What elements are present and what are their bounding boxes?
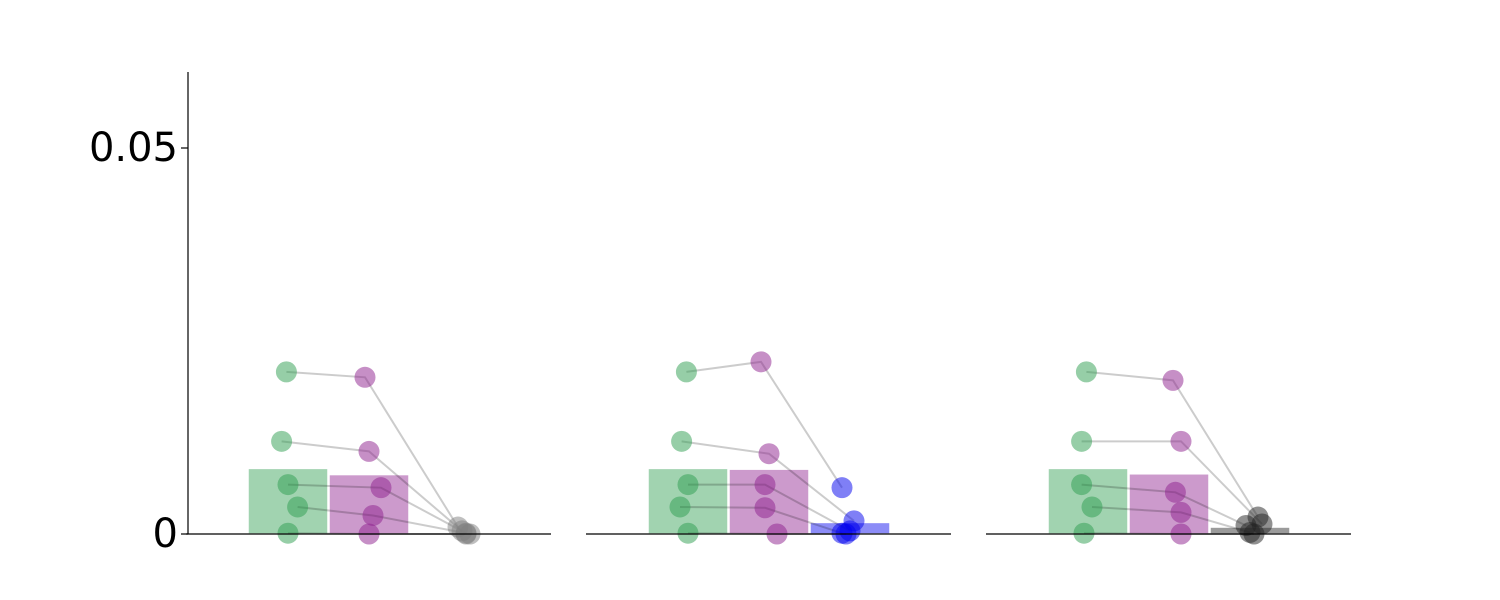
data-point xyxy=(271,430,293,452)
data-point xyxy=(1071,474,1093,496)
data-point xyxy=(277,474,299,496)
data-point xyxy=(831,477,853,499)
bar xyxy=(1128,473,1210,535)
data-point xyxy=(758,443,780,465)
data-point xyxy=(1170,501,1192,523)
data-point xyxy=(671,430,693,452)
data-point xyxy=(362,504,384,526)
y-tick-label: 0 xyxy=(153,511,178,557)
data-point xyxy=(750,351,772,373)
y-tick-label: 0.05 xyxy=(89,125,178,171)
data-point xyxy=(669,496,691,518)
data-point xyxy=(1162,369,1184,391)
data-point xyxy=(1081,496,1103,518)
data-point xyxy=(277,522,299,544)
data-point xyxy=(675,361,697,383)
data-point xyxy=(1170,430,1192,452)
data-point xyxy=(1073,522,1095,544)
data-point xyxy=(287,496,309,518)
data-point xyxy=(275,361,297,383)
data-point xyxy=(358,440,380,462)
data-point xyxy=(754,474,776,496)
data-point xyxy=(354,366,376,388)
panel-middle xyxy=(586,351,951,545)
data-point xyxy=(754,497,776,519)
data-point xyxy=(1071,430,1093,452)
data-point xyxy=(677,522,699,544)
data-point xyxy=(370,477,392,499)
data-point xyxy=(1164,481,1186,503)
data-point xyxy=(1075,361,1097,383)
panel-right xyxy=(986,361,1351,545)
panel-left: 00.05 xyxy=(89,72,551,557)
data-point xyxy=(677,474,699,496)
